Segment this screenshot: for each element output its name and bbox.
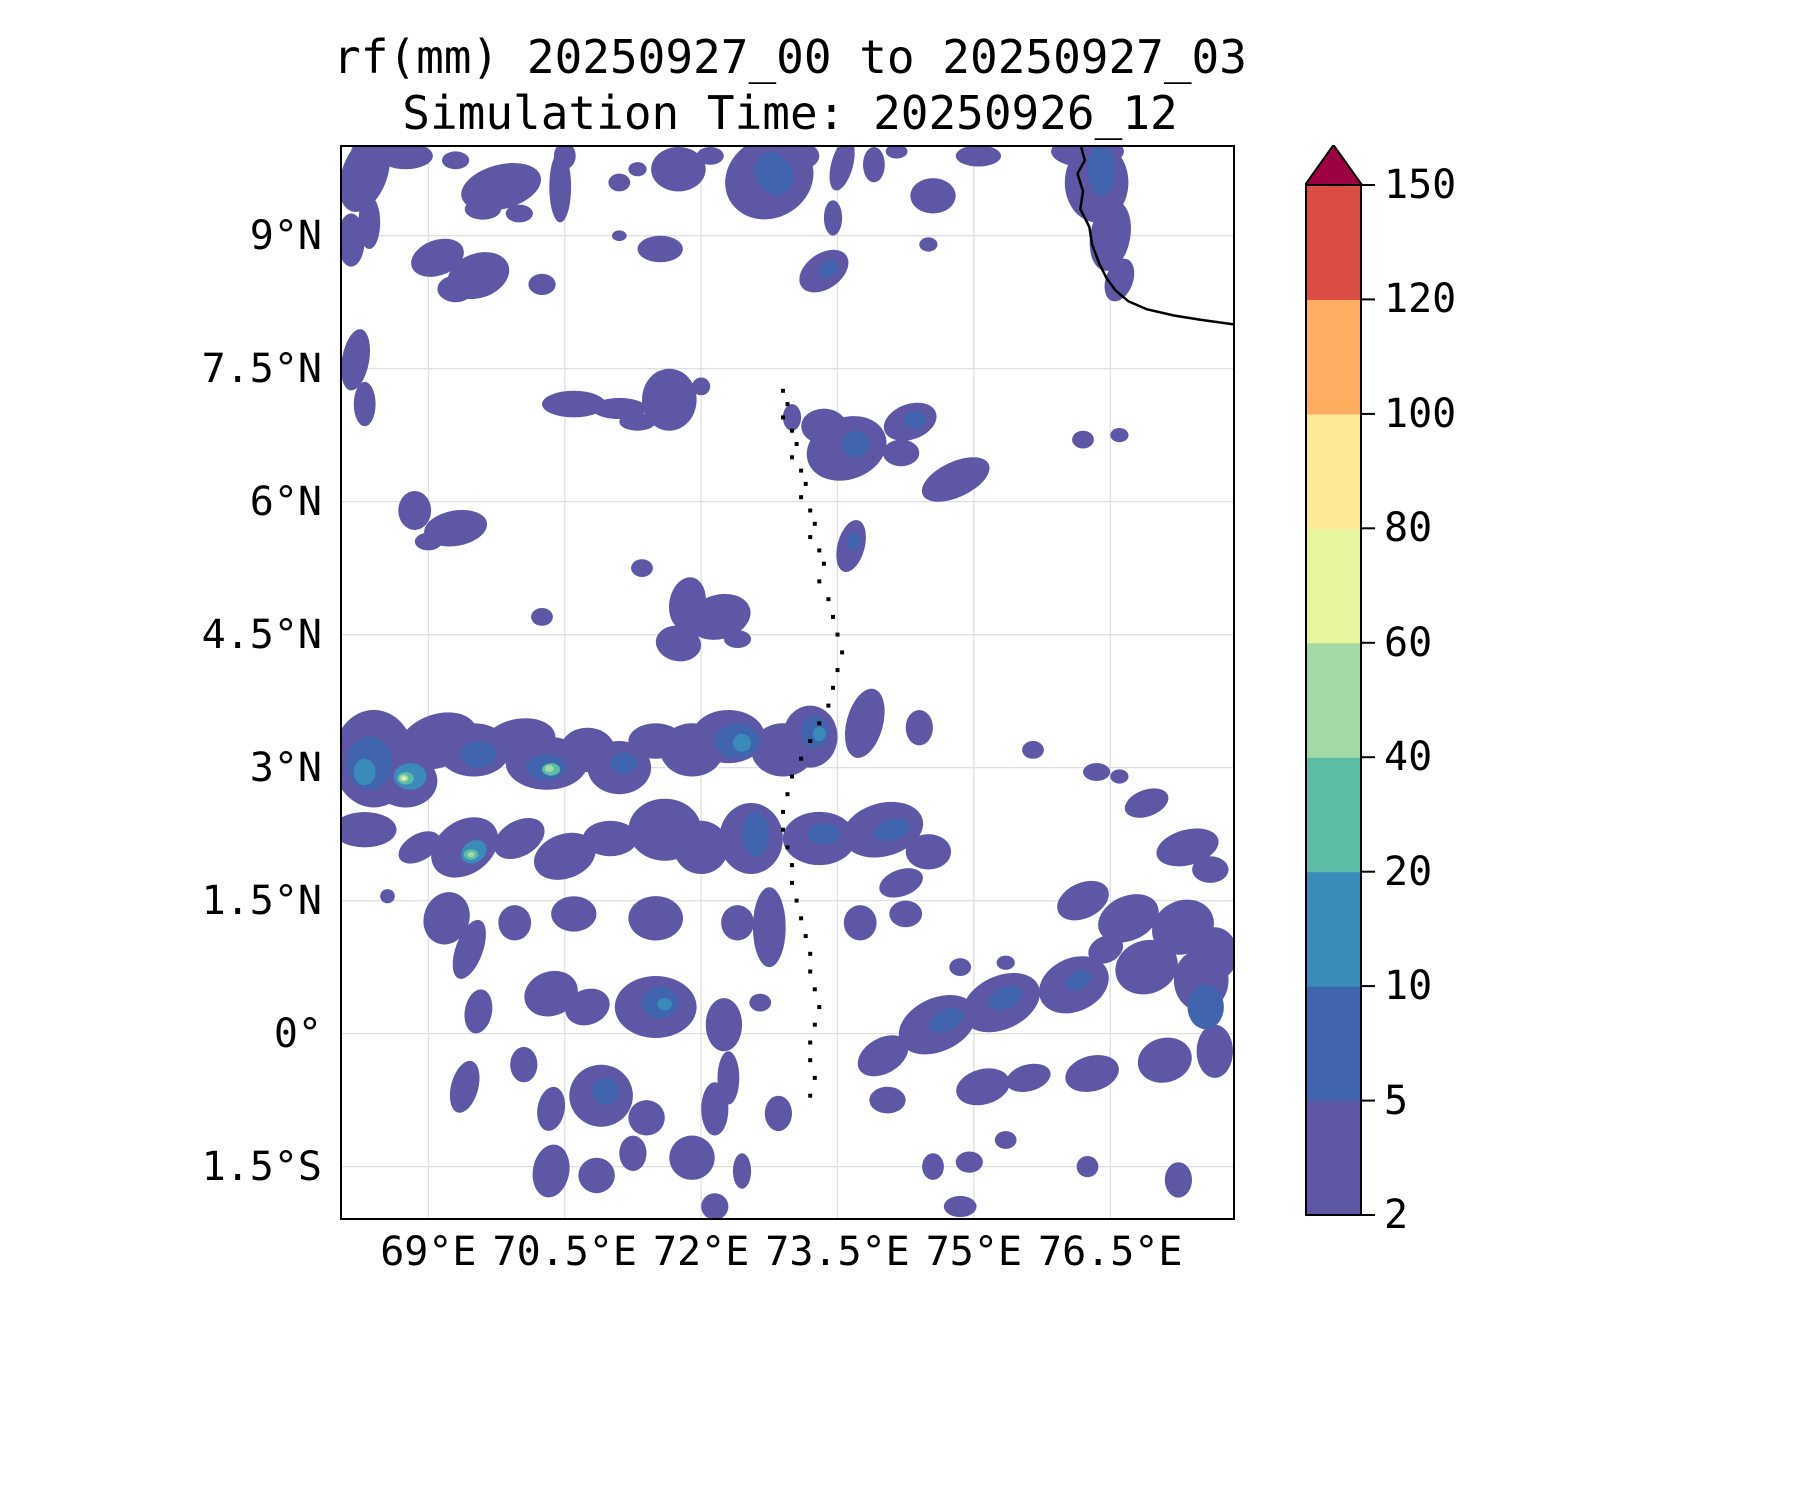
colorbar-tick-label: 2: [1384, 1192, 1409, 1238]
colorbar-tick-label: 20: [1384, 848, 1433, 895]
y-tick-label: 9°N: [249, 212, 322, 259]
rainfall-contour-map: [342, 147, 1233, 1218]
colorbar-tick-label: 5: [1384, 1077, 1409, 1124]
y-tick-label: 1.5°N: [201, 877, 322, 924]
colorbar-tick-label: 80: [1384, 505, 1433, 552]
x-tick-label: 70.5°E: [492, 1229, 638, 1275]
y-tick-label: 1.5°S: [201, 1143, 322, 1190]
y-tick-label: 0°: [273, 1010, 322, 1057]
x-tick-label: 73.5°E: [765, 1229, 910, 1275]
chart-subtitle: Simulation Time: 20250926_12: [402, 86, 1178, 140]
y-tick-label: 6°N: [249, 478, 322, 525]
y-tick-label: 3°N: [249, 744, 322, 791]
colorbar-tick-label: 120: [1384, 276, 1457, 323]
y-tick-label: 4.5°N: [201, 611, 322, 658]
colorbar-tick-label: 40: [1384, 734, 1433, 781]
colorbar-tick-label: 150: [1384, 162, 1457, 208]
colorbar-scale: [1305, 145, 1375, 1216]
x-tick-label: 72°E: [652, 1229, 750, 1275]
chart-title: rf(mm) 20250927_00 to 20250927_03: [333, 30, 1247, 84]
colorbar-tick-label: 100: [1384, 390, 1457, 437]
x-tick-label: 76.5°E: [1038, 1229, 1183, 1275]
x-tick-label: 75°E: [925, 1229, 1023, 1275]
y-tick-label: 7.5°N: [201, 345, 322, 392]
colorbar: [1305, 145, 1405, 1220]
x-tick-label: 69°E: [380, 1229, 477, 1275]
colorbar-tick-label: 60: [1384, 619, 1433, 666]
map-plot-area: [340, 145, 1235, 1220]
colorbar-tick-label: 10: [1384, 963, 1433, 1010]
